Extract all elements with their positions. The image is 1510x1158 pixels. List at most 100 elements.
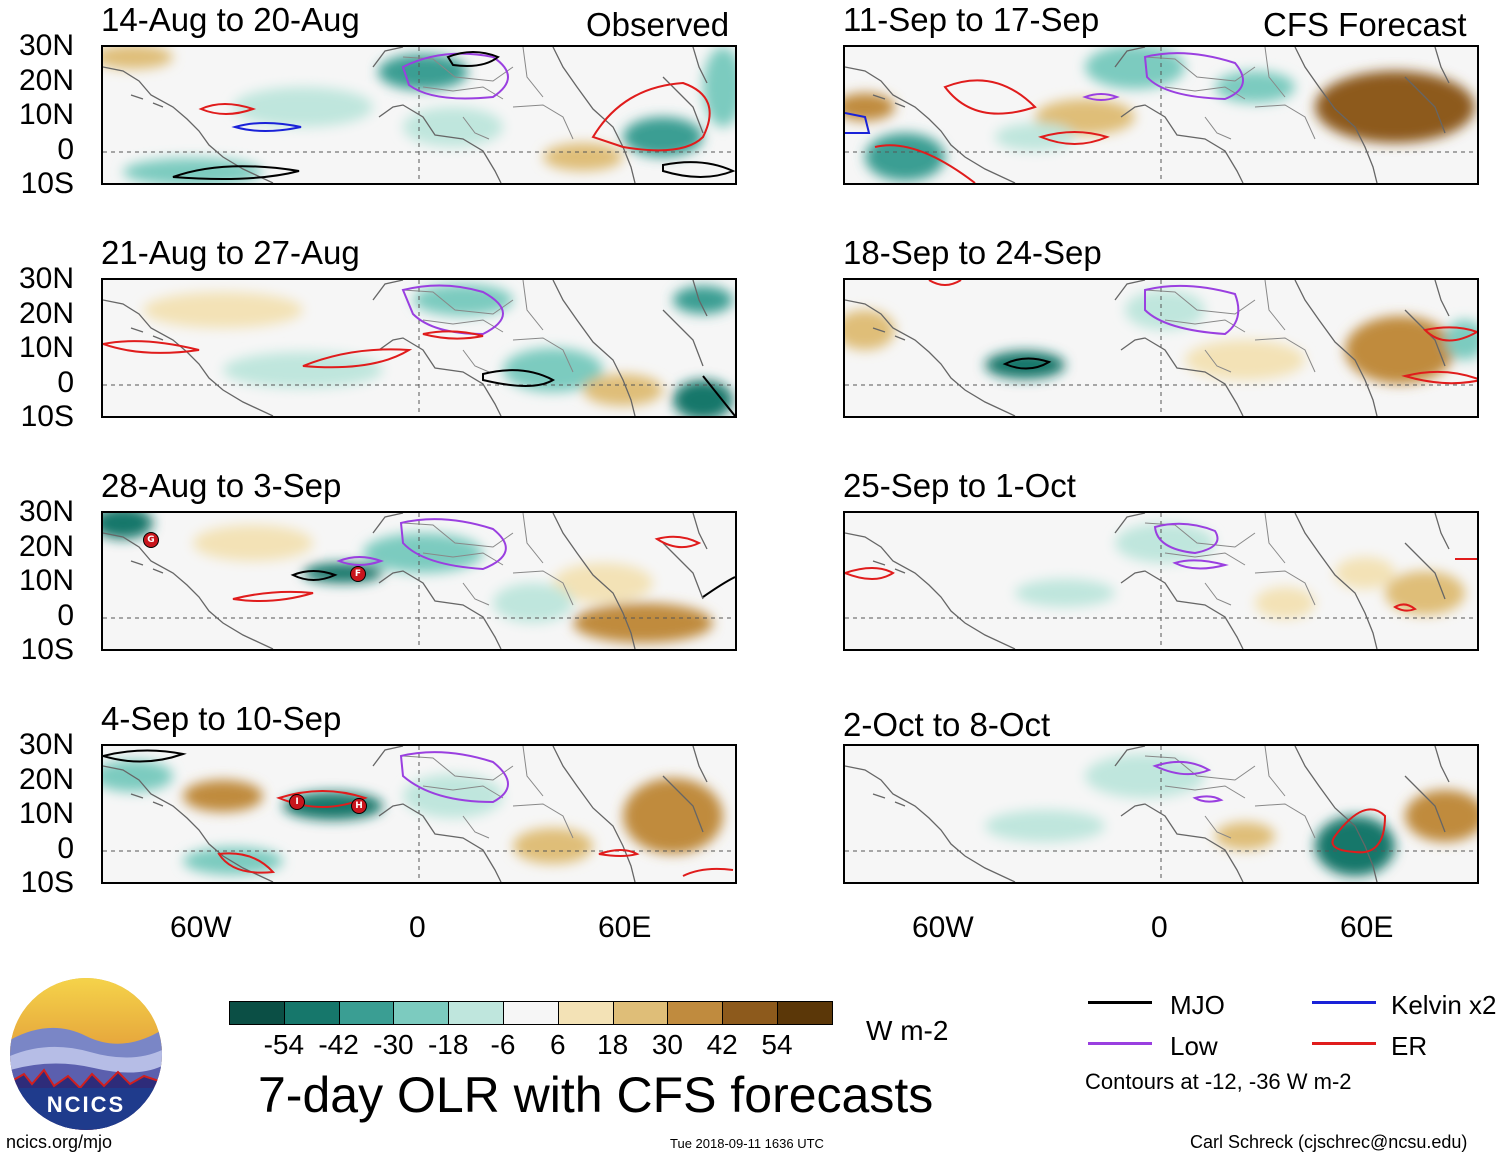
storm-marker[interactable]: G [143, 532, 159, 548]
map-panel-fcst-2 [843, 278, 1479, 418]
coastline [372, 47, 404, 68]
panel-title-obs-1: 14-Aug to 20-Aug [101, 1, 360, 38]
country-border [1264, 746, 1286, 797]
country-border [1164, 319, 1246, 333]
wave-contour [1037, 131, 1110, 145]
country-border [512, 337, 574, 373]
country-border [1144, 755, 1256, 781]
colorbar-swatch [283, 1001, 340, 1025]
lon-label-60e-right: 60E [1340, 911, 1394, 944]
coastline [103, 532, 274, 649]
wave-contour [1143, 52, 1244, 101]
country-border [422, 785, 504, 799]
olr-anomaly-blob [673, 286, 733, 314]
lat-label: 30N [18, 29, 74, 62]
storm-marker[interactable]: F [350, 566, 366, 582]
olr-anomaly-blob [543, 143, 623, 171]
wave-contour [598, 849, 640, 857]
country-border [1264, 47, 1286, 98]
ncics-logo[interactable]: NCICS [10, 978, 162, 1130]
map-canvas [845, 47, 1477, 183]
olr-anomaly-blob [233, 87, 373, 127]
map-canvas [103, 746, 735, 882]
logo-text: NCICS [46, 1092, 126, 1117]
country-border [402, 755, 514, 781]
wave-contour [702, 576, 735, 598]
colorbar-swatch [667, 1001, 724, 1025]
lat-label: 10S [20, 866, 74, 899]
olr-anomaly-blob [845, 310, 895, 350]
lat-label: 0 [57, 831, 74, 865]
coastline [1114, 513, 1146, 534]
legend-kelvin-label: Kelvin x2 [1391, 990, 1497, 1020]
colorbar-label: 18 [597, 1029, 629, 1060]
coastline [662, 309, 704, 367]
olr-anomaly-blob [1215, 822, 1275, 850]
coastline [1114, 47, 1146, 68]
storm-marker[interactable]: H [351, 798, 367, 814]
lon-label-60w-right: 60W [912, 911, 974, 944]
coastline [130, 560, 164, 574]
olr-anomaly-blob [493, 583, 573, 623]
wave-contour [103, 340, 200, 354]
country-border [522, 746, 544, 797]
country-border [1254, 570, 1316, 606]
lat-label: 10S [20, 633, 74, 666]
coastline [1114, 746, 1146, 767]
panel-title-fcst-4: 2-Oct to 8-Oct [843, 706, 1051, 743]
observed-header: Observed [586, 6, 730, 43]
footer-url[interactable]: ncics.org/mjo [6, 1132, 113, 1152]
wave-contour [702, 375, 735, 416]
wave-contour [874, 144, 976, 183]
storm-marker[interactable]: I [289, 794, 305, 810]
colorbar-label: 6 [550, 1029, 566, 1060]
olr-anomaly-blob [623, 778, 723, 854]
coastline [662, 542, 704, 600]
country-border [462, 349, 490, 373]
wave-contour [422, 330, 484, 340]
colorbar-label: 54 [761, 1029, 793, 1060]
legend-mjo-label: MJO [1170, 990, 1225, 1020]
footer-timestamp: Tue 2018-09-11 1636 UTC [670, 1136, 824, 1151]
map-panel-obs-2 [101, 278, 737, 418]
olr-anomaly-blob [403, 107, 503, 147]
coastline [1404, 542, 1446, 600]
map-canvas [845, 746, 1477, 882]
coastline [692, 280, 708, 317]
coastline [130, 793, 164, 807]
lat-label: 0 [57, 598, 74, 632]
panel-title-fcst-2: 18-Sep to 24-Sep [843, 234, 1102, 271]
coastline [1434, 47, 1450, 84]
coastline [1434, 746, 1450, 783]
wave-contour [217, 852, 276, 874]
colorbar-label: -6 [490, 1029, 516, 1060]
footer-credit: Carl Schreck (cjschrec@ncsu.edu) [1190, 1132, 1468, 1152]
wave-contour [401, 52, 509, 100]
coastline [378, 104, 502, 183]
lon-label-60w-left: 60W [170, 911, 232, 944]
coastline [552, 47, 636, 183]
olr-anomaly-blob [103, 760, 173, 792]
colorbar-label: -42 [318, 1029, 359, 1060]
olr-anomaly-blob [183, 780, 263, 812]
coastline [872, 327, 906, 341]
wave-contour [336, 556, 384, 566]
coastline [692, 47, 708, 84]
coastline [1114, 280, 1146, 301]
olr-anomaly-blob [703, 47, 735, 127]
lat-label: 20N [18, 63, 74, 97]
panel-title-fcst-3: 25-Sep to 1-Oct [843, 467, 1076, 504]
coastline [103, 66, 274, 183]
coastline [378, 337, 502, 416]
map-canvas [103, 47, 735, 183]
olr-anomaly-blob [1405, 790, 1477, 842]
wave-contour [302, 348, 413, 369]
coastline [1294, 513, 1378, 649]
country-border [402, 522, 514, 548]
colorbar-swatch [338, 1001, 395, 1025]
wave-contour [276, 790, 368, 808]
colorbar-unit: W m-2 [866, 1015, 949, 1046]
map-panel-obs-1 [101, 45, 737, 185]
wave-contour [1082, 93, 1120, 101]
